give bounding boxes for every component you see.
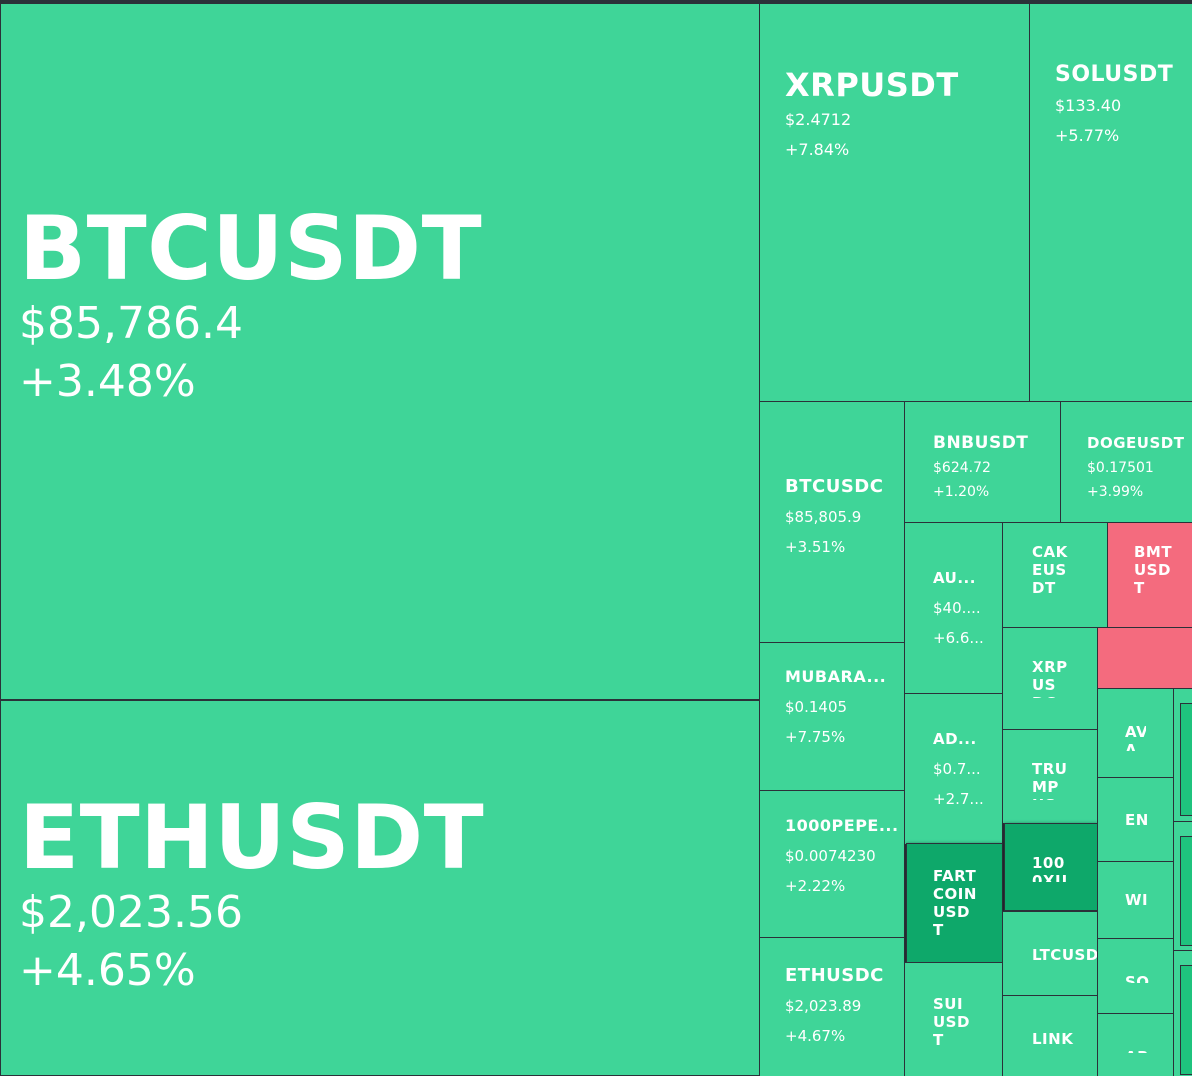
tile-symbol: ETHUSDC: [785, 964, 884, 986]
tile-symbol: CAKEUSDT: [1032, 543, 1068, 597]
tile-ethusdt[interactable]: ETHUSDT $2,023.56 +4.65%: [0, 700, 760, 1076]
tile-symbol: AU...: [933, 569, 976, 587]
tile-price: $133.40: [1055, 95, 1122, 115]
tile-bnbusdt[interactable]: BNBUSDT $624.72 +1.20%: [904, 401, 1061, 523]
tile-symbol: FARTCOINUSDT: [933, 867, 977, 939]
tile-auctionusdt[interactable]: AU... $40.... +6.6...: [904, 522, 1003, 694]
tile-edge-sliver[interactable]: [1180, 836, 1192, 946]
tile-symbol: AD...: [933, 730, 977, 748]
tile-change: +6.6...: [933, 629, 984, 647]
tile-price: $0.7...: [933, 760, 981, 778]
tile-suiusdt[interactable]: SUIUSDT: [904, 962, 1003, 1076]
tile-price: $2,023.89: [785, 996, 862, 1015]
tile-trumpusdt[interactable]: TRUMPUSDT: [1002, 729, 1098, 824]
tile-symbol: SOLUSDT: [1055, 61, 1174, 87]
tile-symbol: BTCUSDC: [785, 476, 884, 497]
tile-solusdt[interactable]: SOLUSDT $133.40 +5.77%: [1029, 3, 1192, 402]
tile-linkusdt[interactable]: LINK: [1002, 995, 1098, 1076]
tile-dogeusdt[interactable]: DOGEUSDT $0.17501 +3.99%: [1060, 401, 1192, 523]
tile-edge-sliver[interactable]: [1180, 965, 1192, 1075]
tile-arusdt[interactable]: AR: [1097, 1013, 1174, 1076]
tile-change: +3.48%: [19, 355, 196, 407]
tile-price: $2,023.56: [19, 887, 243, 938]
tile-symbol: SO: [1125, 973, 1150, 983]
tile-sousdt[interactable]: SO: [1097, 938, 1174, 1014]
tile-change: +7.75%: [785, 727, 846, 746]
tile-change: +7.84%: [785, 139, 850, 159]
tile-change: +3.99%: [1087, 484, 1144, 500]
tile-xrpusdt[interactable]: XRPUSDT $2.4712 +7.84%: [759, 3, 1030, 402]
tile-symbol: LTCUSDT: [1032, 946, 1097, 964]
tile-symbol: TRUMPUSDT: [1032, 760, 1068, 800]
tile-symbol: MUBARA...: [785, 666, 887, 686]
tile-xrpusdc[interactable]: XRPUSDC: [1002, 627, 1098, 730]
tile-bmtusdt[interactable]: BMTUSDT: [1107, 522, 1192, 628]
tile-symbol: AVAX: [1125, 723, 1146, 751]
tile-enusdt[interactable]: EN: [1097, 777, 1174, 862]
tile-price: $85,805.9: [785, 508, 862, 526]
crypto-heatmap: BTCUSDT $85,786.4 +3.48% ETHUSDT $2,023.…: [0, 3, 1192, 1076]
tile-avaxusdt[interactable]: AVAX: [1097, 688, 1174, 778]
tile-price: $40....: [933, 599, 981, 617]
tile-symbol: 1000XUSDT: [1032, 854, 1068, 882]
tile-cakeusdt[interactable]: CAKEUSDT: [1002, 522, 1108, 628]
tile-symbol: BTCUSDT: [19, 196, 483, 300]
tile-price: $0.0074230: [785, 847, 876, 865]
tile-btcusdt[interactable]: BTCUSDT $85,786.4 +3.48%: [0, 3, 760, 700]
tile-ltcusdt[interactable]: LTCUSDT: [1002, 911, 1098, 996]
tile-symbol: XRPUSDT: [785, 65, 959, 104]
tile-ethusdc[interactable]: ETHUSDC $2,023.89 +4.67%: [759, 937, 905, 1076]
tile-1000pepeusdt[interactable]: 1000PEPE... $0.0074230 +2.22%: [759, 790, 905, 938]
tile-symbol: ETHUSDT: [19, 786, 485, 889]
tile-change: +5.77%: [1055, 125, 1120, 145]
tile-price: $85,786.4: [19, 297, 243, 349]
tile-symbol: DOGEUSDT: [1087, 434, 1185, 452]
tile-symbol: EN: [1125, 810, 1149, 829]
tile-symbol: 1000PEPE...: [785, 816, 899, 835]
tile-adausdt[interactable]: AD... $0.7... +2.7...: [904, 693, 1003, 845]
tile-symbol: BMTUSDT: [1134, 543, 1173, 597]
tile-change: +2.22%: [785, 877, 846, 895]
tile-symbol: BNBUSDT: [933, 433, 1029, 453]
tile-symbol: AR: [1125, 1048, 1173, 1053]
tile-symbol: XRPUSDC: [1032, 658, 1068, 698]
tile-red-unlabeled[interactable]: [1097, 627, 1192, 689]
tile-price: $2.4712: [785, 109, 852, 129]
tile-fartcoinusdt[interactable]: FARTCOINUSDT: [906, 843, 1003, 963]
tile-1000xusdt[interactable]: 1000XUSDT: [1004, 823, 1098, 911]
tile-wiusdt[interactable]: WI: [1097, 861, 1174, 939]
tile-change: +1.20%: [933, 484, 990, 500]
tile-price: $0.17501: [1087, 460, 1154, 476]
tile-change: +2.7...: [933, 790, 984, 808]
tile-symbol: LINK: [1032, 1030, 1074, 1048]
tile-change: +4.67%: [785, 1026, 846, 1045]
tile-btcusdc[interactable]: BTCUSDC $85,805.9 +3.51%: [759, 401, 905, 643]
tile-price: $624.72: [933, 460, 991, 476]
tile-change: +4.65%: [19, 945, 196, 996]
tile-mubarakusdt[interactable]: MUBARA... $0.1405 +7.75%: [759, 642, 905, 791]
tile-edge-sliver[interactable]: [1180, 703, 1192, 816]
tile-symbol: SUIUSDT: [933, 995, 970, 1049]
tile-symbol: WI: [1125, 891, 1149, 909]
tile-price: $0.1405: [785, 697, 848, 716]
tile-change: +3.51%: [785, 538, 846, 556]
